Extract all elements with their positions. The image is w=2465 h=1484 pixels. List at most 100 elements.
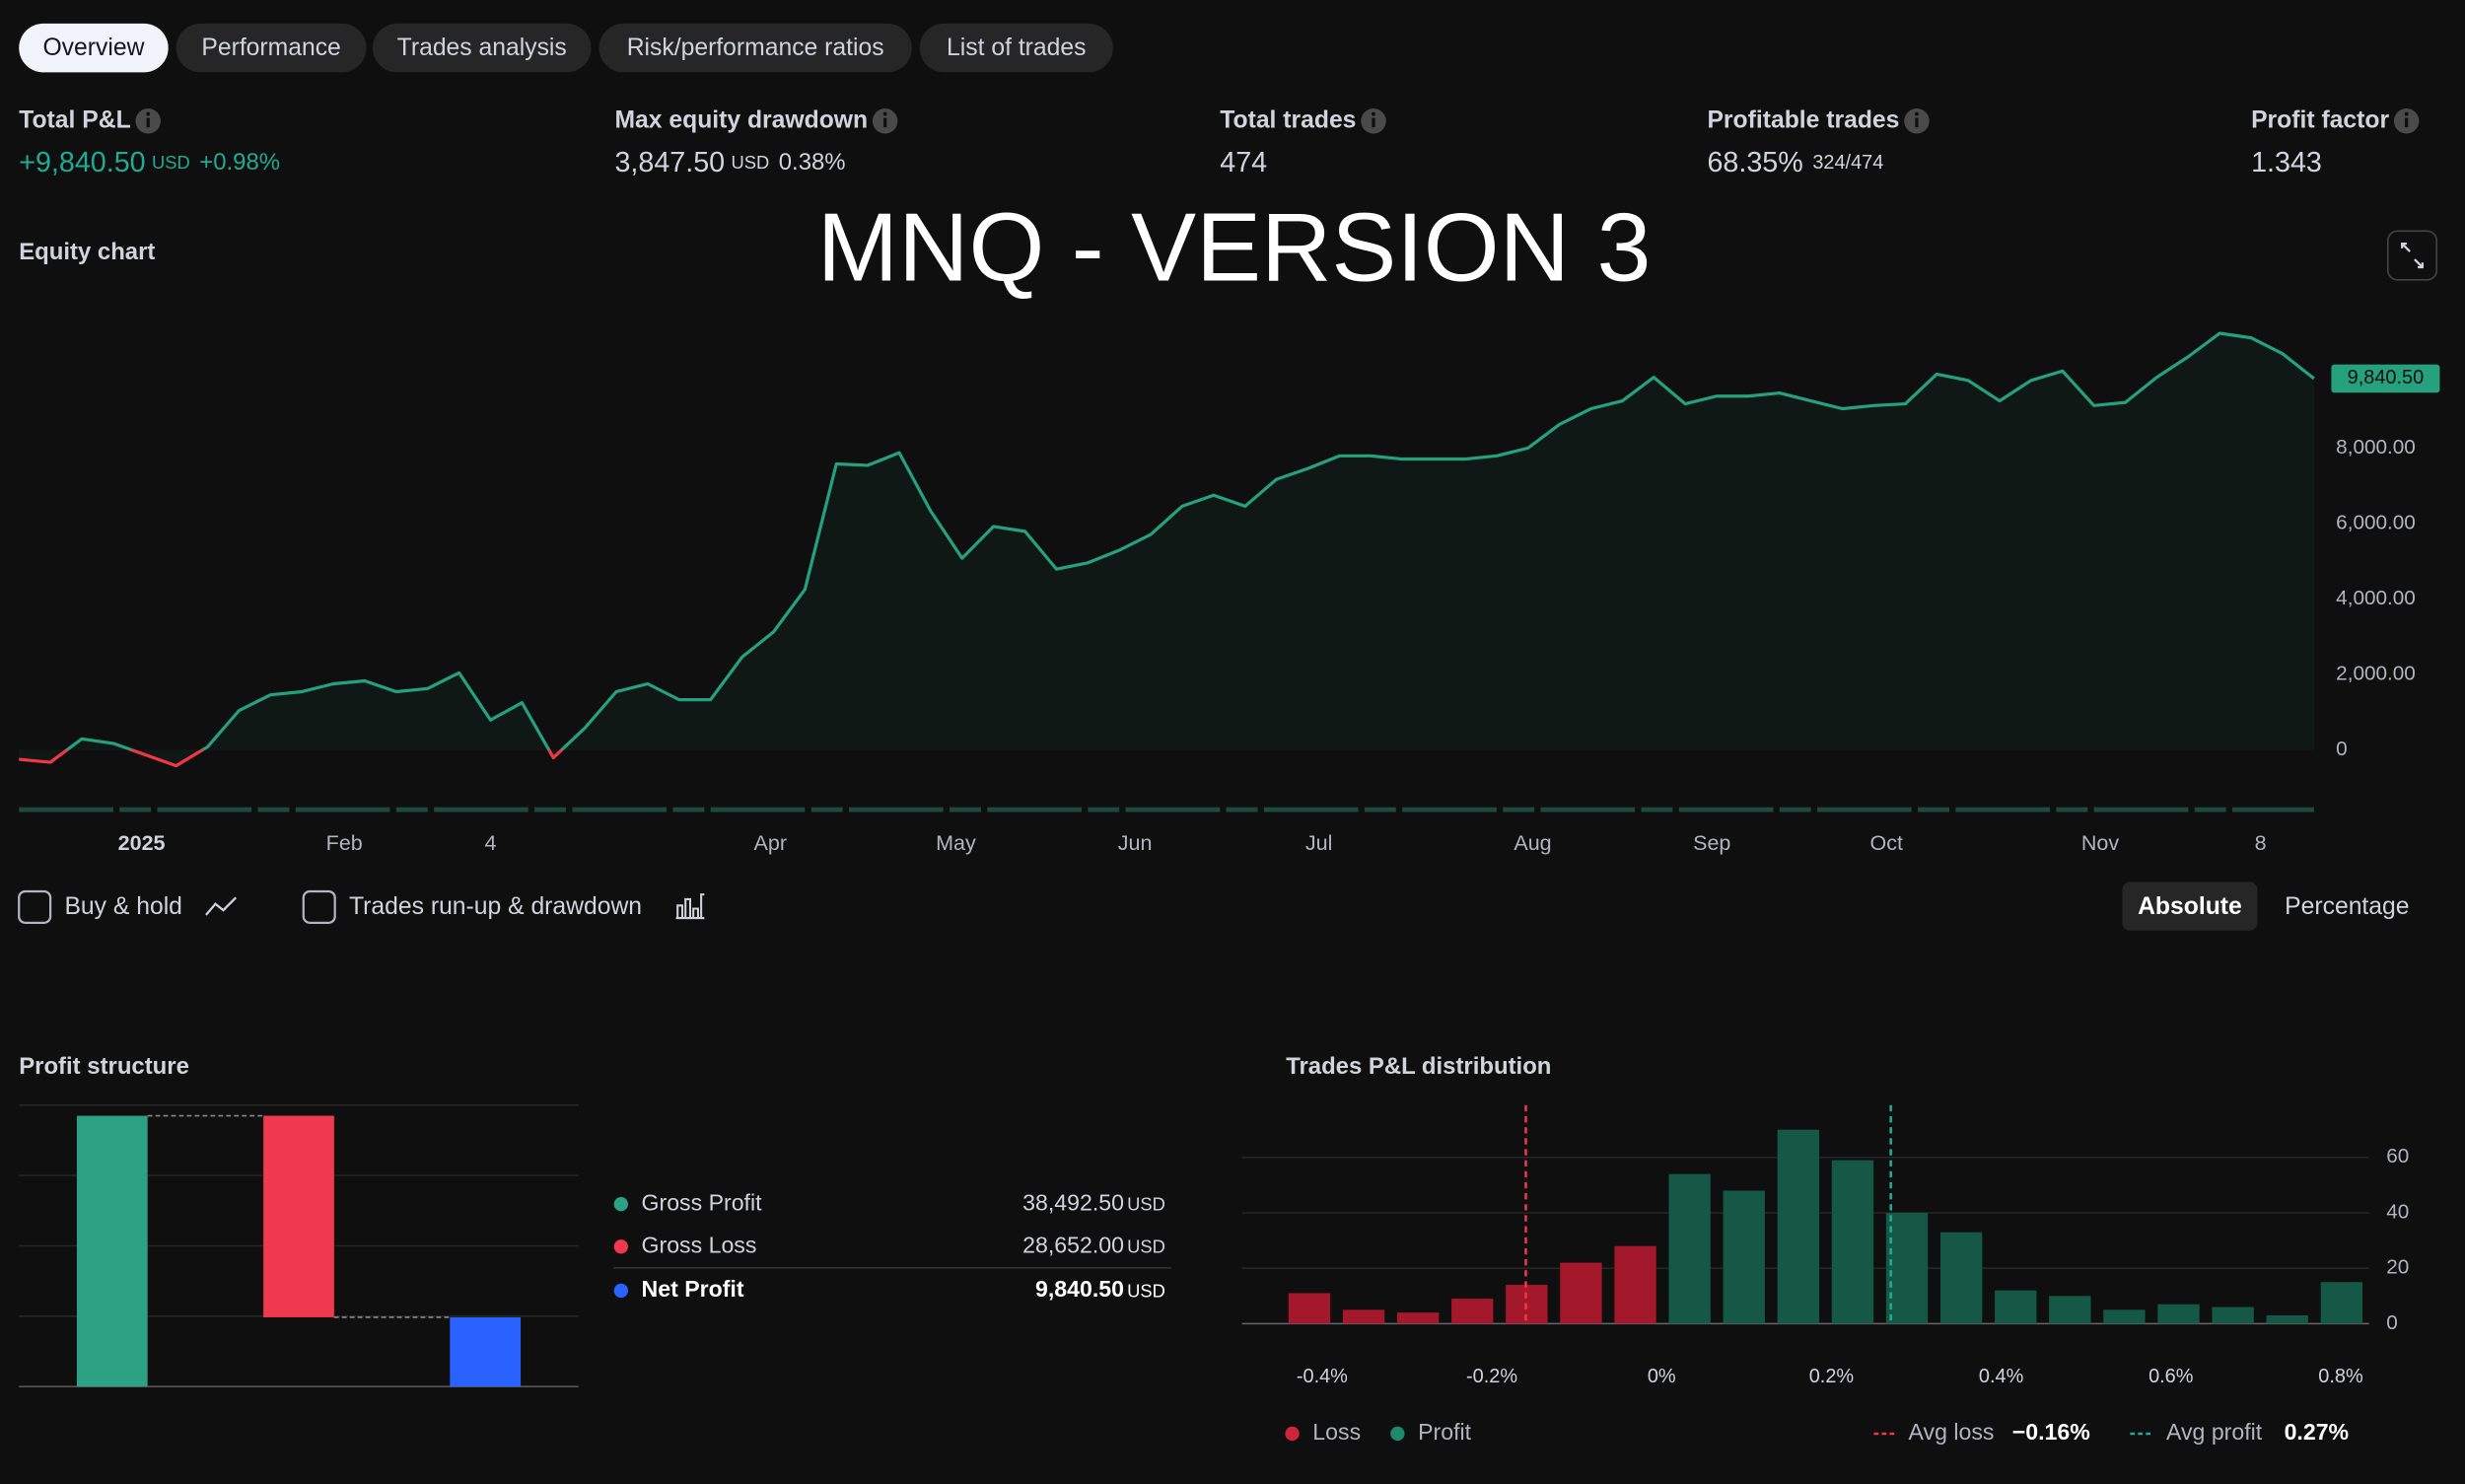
x-tick-label: 8 [2255,831,2267,855]
expand-button[interactable] [2386,230,2438,281]
last-value-tag [2331,364,2440,393]
histogram-bar [1342,1309,1385,1324]
legend-name: Loss [1312,1419,1361,1445]
stat-number: 3,847.50 [614,146,725,177]
stat-number: 1.343 [2251,146,2322,177]
x-tick-label: Nov [2081,831,2120,855]
x-tick-label: 0% [1648,1366,1676,1387]
x-tick-label: Jul [1305,831,1333,855]
info-icon-stem [883,117,887,128]
equity-area [19,332,2314,766]
histogram-bar [1396,1312,1440,1324]
legend-unit: USD [1127,1194,1165,1215]
stat-label: Max equity drawdown [614,106,868,133]
tab-label: Trades analysis [397,35,567,61]
checkbox[interactable] [302,889,336,924]
info-icon-dot [882,111,887,116]
histogram-bar [2212,1307,2254,1324]
legend-dot [613,1239,628,1254]
tab[interactable] [372,23,592,73]
tab[interactable] [19,23,169,73]
legend-value: −0.16% [2012,1419,2090,1445]
info-icon-dot [2404,111,2409,116]
distribution-title: Trades P&L distribution [1286,1053,1551,1080]
y-tick-label: 0 [2336,738,2348,760]
stat-value: 1.343 [2251,146,2322,177]
stat-value: 3,847.50 USD 0.38% [614,146,845,177]
profit-structure-title: Profit structure [19,1053,189,1080]
stat-number: 68.35% [1707,146,1802,177]
stat-label: Profitable trades [1707,106,1899,133]
x-tick-label: Feb [326,831,363,855]
tab-label: Risk/performance ratios [627,35,884,61]
info-icon-dot [1372,111,1375,116]
legend-dot [1285,1426,1300,1442]
y-tick-label: 60 [2386,1145,2409,1167]
stat-extra: +0.98% [199,149,280,176]
histogram-bar [1288,1293,1331,1324]
info-icon-stem [2405,117,2409,128]
histogram-bar [1885,1212,1929,1324]
histogram-bar [1668,1173,1711,1324]
toggle-active[interactable] [2122,882,2258,931]
expand-frame[interactable] [2386,230,2438,281]
info-icon-dot [146,111,151,116]
bar [263,1115,334,1317]
legend-name: Avg profit [2166,1419,2263,1445]
x-tick-label: 0.4% [1979,1366,2023,1387]
stat-value: +9,840.50 USD +0.98% [19,146,280,177]
stat-value: 68.35% 324/474 [1707,146,1883,177]
x-tick-label: Aug [1514,831,1551,855]
equity-line [19,331,2315,768]
bar [76,1115,148,1387]
checkbox[interactable] [18,889,52,924]
legend-dot [1390,1426,1405,1442]
info-icon-stem [1915,117,1919,128]
x-tick-label: Jun [1118,831,1153,855]
overlay-title: MNQ - VERSION 3 [817,192,1652,301]
info-icon-stem [146,117,150,128]
x-tick-label: Apr [754,831,787,855]
histogram-bar [1614,1245,1656,1324]
bars-icon [675,893,705,920]
x-tick-label: May [936,831,976,855]
tab[interactable] [176,23,367,73]
toggle-option[interactable]: Percentage [2285,893,2409,920]
histogram-bar [2103,1309,2146,1324]
legend-name: Profit [1418,1419,1472,1445]
equity-title: Equity chart [19,239,155,265]
stat-extra: 0.38% [779,149,846,176]
stat-label: Total P&L [19,106,130,133]
tab[interactable] [599,23,912,73]
y-tick-label: 2,000.00 [2336,662,2416,684]
histogram-bar [1451,1299,1494,1324]
x-tick-label: 4 [485,831,497,855]
stat-unit: USD [152,152,190,173]
tab-label: List of trades [947,35,1086,61]
x-tick-label: 0.2% [1809,1366,1854,1387]
y-tick-label: 8,000.00 [2336,436,2416,459]
tab[interactable] [919,23,1113,73]
legend-name: Net Profit [642,1276,744,1302]
x-tick-label: Sep [1693,831,1730,855]
last-value-label: 9,840.50 [2348,367,2425,389]
legend-value: 28,652.00 [1022,1232,1124,1257]
stat-label: Total trades [1220,106,1356,133]
y-tick-label: 0 [2386,1311,2398,1334]
toggle-option[interactable]: Absolute [2138,893,2242,920]
legend-unit: USD [1127,1237,1165,1257]
legend-value: 9,840.50 [1035,1276,1124,1302]
x-tick-label: 0.6% [2148,1366,2193,1387]
y-tick-label: 6,000.00 [2336,511,2416,533]
histogram-bar [1560,1262,1602,1324]
y-tick-label: 40 [2386,1200,2409,1223]
tab-label: Performance [201,35,340,61]
legend-unit: USD [1127,1280,1165,1301]
stat-value: 474 [1220,146,1267,177]
y-tick-label: 20 [2386,1256,2409,1279]
histogram-bar [2266,1314,2308,1324]
tab-label: Overview [42,35,144,61]
bar [450,1316,522,1387]
